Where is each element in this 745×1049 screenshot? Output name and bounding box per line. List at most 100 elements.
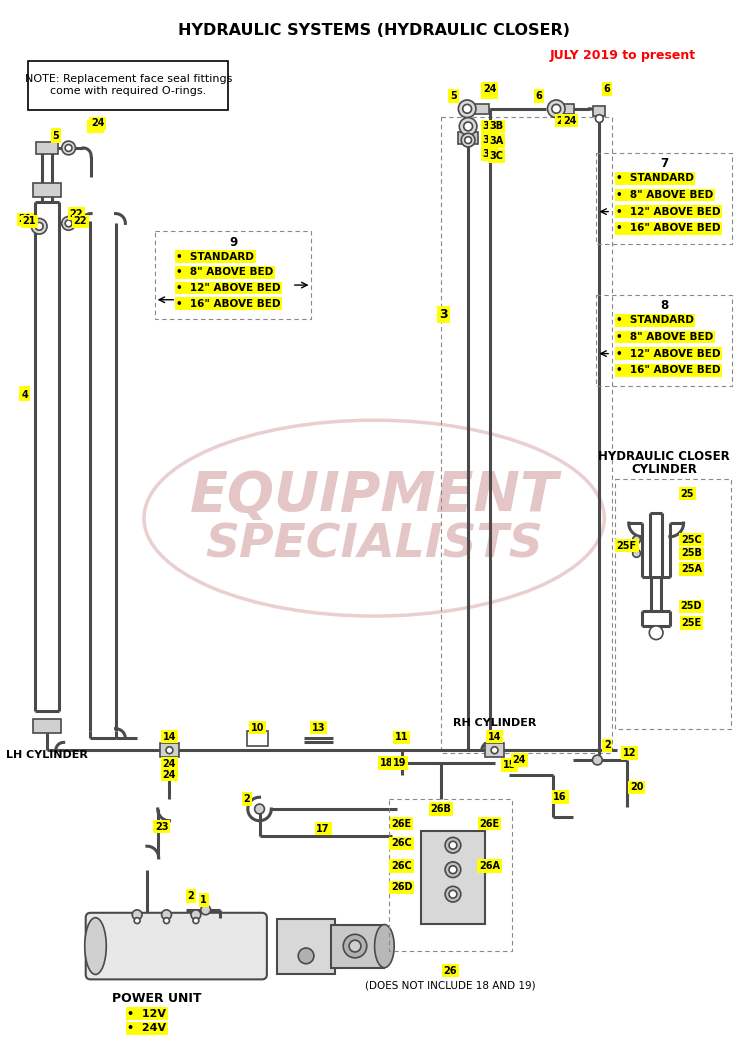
Circle shape — [132, 909, 142, 920]
Text: 3A: 3A — [483, 135, 497, 145]
Circle shape — [31, 218, 47, 234]
Circle shape — [633, 536, 641, 543]
Text: 5: 5 — [52, 130, 59, 141]
Text: 3C: 3C — [489, 151, 504, 160]
Text: 11: 11 — [395, 732, 408, 743]
Text: 2: 2 — [603, 741, 611, 750]
Text: 13: 13 — [311, 723, 325, 732]
Text: 8: 8 — [660, 299, 668, 313]
Text: 5: 5 — [52, 131, 59, 142]
Text: •  24V: • 24V — [127, 1024, 166, 1033]
Text: •  12V: • 12V — [127, 1009, 166, 1019]
Bar — [421, 831, 485, 923]
Bar — [34, 719, 61, 732]
Text: 2: 2 — [188, 892, 194, 901]
Ellipse shape — [85, 918, 107, 975]
Circle shape — [166, 747, 173, 753]
Text: •  STANDARD: • STANDARD — [616, 316, 694, 325]
Text: 7: 7 — [660, 157, 668, 170]
Text: 21: 21 — [19, 214, 32, 224]
Text: 25A: 25A — [681, 564, 702, 574]
Text: •  12" ABOVE BED: • 12" ABOVE BED — [177, 283, 281, 293]
Text: •  16" ABOVE BED: • 16" ABOVE BED — [616, 365, 720, 376]
Circle shape — [650, 626, 663, 640]
Text: 9: 9 — [229, 236, 237, 250]
Text: 26D: 26D — [391, 882, 412, 893]
Text: 25F: 25F — [617, 540, 637, 551]
FancyBboxPatch shape — [28, 61, 228, 110]
Bar — [276, 919, 335, 973]
Text: 10: 10 — [251, 723, 264, 732]
Bar — [485, 744, 504, 757]
Text: 17: 17 — [317, 823, 330, 834]
Text: •  8" ABOVE BED: • 8" ABOVE BED — [616, 190, 713, 200]
Text: 14: 14 — [488, 731, 501, 742]
Circle shape — [255, 805, 264, 814]
Text: 25D: 25D — [681, 601, 702, 612]
Text: 24: 24 — [162, 758, 176, 769]
Text: 18: 18 — [380, 758, 393, 768]
Text: SPECIALISTS: SPECIALISTS — [205, 522, 543, 568]
Bar — [331, 924, 384, 967]
Circle shape — [595, 114, 603, 123]
Text: 26E: 26E — [480, 818, 500, 829]
Text: 2: 2 — [244, 794, 250, 805]
Text: 16: 16 — [554, 792, 567, 802]
Text: 24: 24 — [91, 119, 105, 128]
Text: 24: 24 — [557, 115, 570, 126]
Text: 25B: 25B — [681, 549, 702, 558]
Circle shape — [465, 136, 472, 144]
Circle shape — [193, 918, 199, 923]
Circle shape — [458, 100, 476, 117]
Text: •  16" ABOVE BED: • 16" ABOVE BED — [616, 223, 720, 233]
Text: 26C: 26C — [391, 838, 412, 849]
Text: 3: 3 — [440, 308, 448, 321]
Ellipse shape — [375, 924, 394, 967]
Text: 26C: 26C — [391, 861, 412, 871]
Bar — [247, 731, 268, 746]
Bar — [615, 479, 731, 729]
Circle shape — [461, 133, 475, 147]
Circle shape — [200, 905, 211, 915]
Text: 14: 14 — [162, 731, 176, 742]
Text: RH CYLINDER: RH CYLINDER — [453, 718, 536, 728]
Circle shape — [449, 891, 457, 898]
Text: 25E: 25E — [682, 618, 702, 628]
Circle shape — [445, 886, 460, 902]
Text: HYDRAULIC SYSTEMS (HYDRAULIC CLOSER): HYDRAULIC SYSTEMS (HYDRAULIC CLOSER) — [178, 23, 570, 38]
Text: POWER UNIT: POWER UNIT — [112, 992, 201, 1005]
Text: EQUIPMENT: EQUIPMENT — [190, 469, 559, 522]
Circle shape — [62, 216, 75, 230]
Bar — [597, 295, 732, 386]
Text: 22: 22 — [69, 209, 83, 218]
Bar — [562, 104, 574, 113]
Text: •  12" ABOVE BED: • 12" ABOVE BED — [616, 207, 720, 216]
Bar — [37, 142, 58, 154]
Circle shape — [552, 105, 561, 113]
Circle shape — [349, 940, 361, 951]
Text: 4: 4 — [21, 388, 28, 398]
Text: 6: 6 — [603, 84, 611, 94]
Circle shape — [65, 145, 72, 151]
Bar — [458, 132, 478, 144]
Text: 3B: 3B — [483, 122, 497, 131]
Text: 3B: 3B — [489, 122, 504, 131]
Circle shape — [134, 918, 140, 923]
Circle shape — [548, 100, 565, 117]
Text: •  8" ABOVE BED: • 8" ABOVE BED — [177, 267, 273, 277]
Text: NOTE: Replacement face seal fittings
come with required O-rings.: NOTE: Replacement face seal fittings com… — [25, 74, 232, 97]
Circle shape — [162, 909, 171, 920]
Text: 26E: 26E — [391, 818, 411, 829]
Text: HYDRAULIC CLOSER: HYDRAULIC CLOSER — [598, 450, 730, 463]
Circle shape — [491, 747, 498, 753]
Circle shape — [35, 222, 43, 230]
Text: (DOES NOT INCLUDE 18 AND 19): (DOES NOT INCLUDE 18 AND 19) — [365, 980, 536, 990]
Text: 25C: 25C — [681, 535, 702, 544]
Text: 1: 1 — [200, 895, 207, 905]
Text: 23: 23 — [155, 821, 168, 832]
Text: 24: 24 — [483, 84, 496, 94]
Text: 3C: 3C — [483, 149, 497, 158]
Text: 15: 15 — [502, 759, 516, 770]
Circle shape — [298, 948, 314, 964]
Text: 24: 24 — [513, 755, 526, 765]
